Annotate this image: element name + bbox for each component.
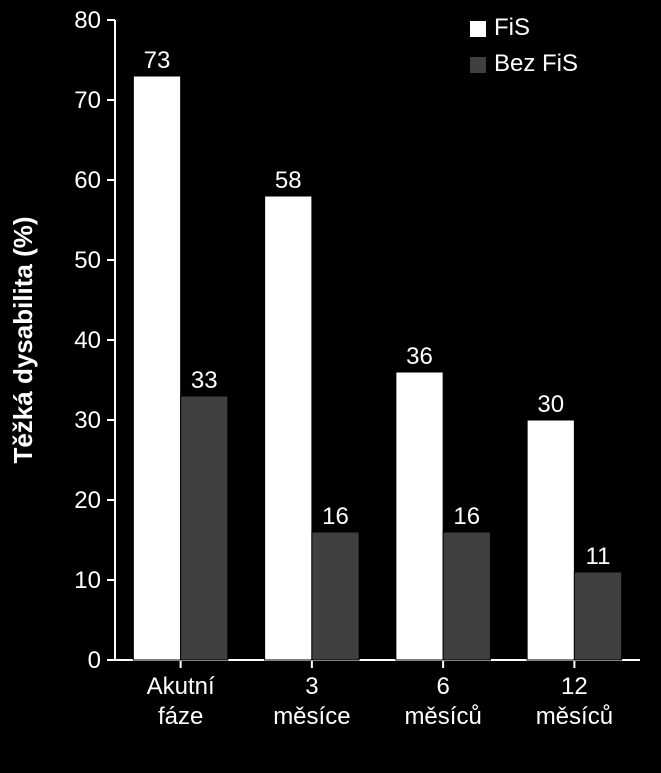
category-label: 3 <box>305 673 318 700</box>
legend-label: FiS <box>494 14 530 41</box>
bar-value-label: 16 <box>453 503 480 530</box>
chart-container: 0 10 20 30 40 50 60 70 80 Těžká dysabilita (%) Aku… <box>0 0 661 773</box>
bar-value-label: 33 <box>191 367 218 394</box>
y-tick-label: 20 <box>74 487 101 514</box>
bar <box>265 196 312 660</box>
category-label: 6 <box>436 673 449 700</box>
bar <box>443 532 490 660</box>
category-label: měsíců <box>536 703 613 730</box>
legend-swatch <box>470 21 486 37</box>
y-tick-label: 0 <box>88 647 101 674</box>
chart-svg: 0 10 20 30 40 50 60 70 80 Těžká dysabilita (%) Aku… <box>0 0 661 773</box>
bar-value-label: 11 <box>586 543 611 570</box>
legend-label: Bez FiS <box>494 50 578 77</box>
bar <box>574 572 621 660</box>
category-label: fáze <box>158 703 203 730</box>
y-tick-label: 70 <box>74 87 101 114</box>
y-tick-label: 10 <box>74 567 101 594</box>
bar <box>181 396 228 660</box>
category-label: měsíce <box>273 703 350 730</box>
y-tick-label: 50 <box>74 247 101 274</box>
bar-value-label: 73 <box>144 47 171 74</box>
bar <box>527 420 574 660</box>
bar-value-label: 36 <box>406 343 433 370</box>
bar <box>312 532 359 660</box>
y-tick-label: 60 <box>74 167 101 194</box>
bar-value-label: 30 <box>537 391 564 418</box>
category-label: 12 <box>561 673 588 700</box>
bar <box>396 372 443 660</box>
bar <box>133 76 180 660</box>
y-tick-label: 40 <box>74 327 101 354</box>
y-axis-title: Těžká dysabilita (%) <box>8 216 38 463</box>
bar-value-label: 16 <box>322 503 349 530</box>
bar-value-label: 58 <box>275 167 302 194</box>
category-label: Akutní <box>147 673 215 700</box>
category-label: měsíců <box>404 703 481 730</box>
y-tick-label: 80 <box>74 7 101 34</box>
legend-swatch <box>470 57 486 73</box>
y-tick-label: 30 <box>74 407 101 434</box>
